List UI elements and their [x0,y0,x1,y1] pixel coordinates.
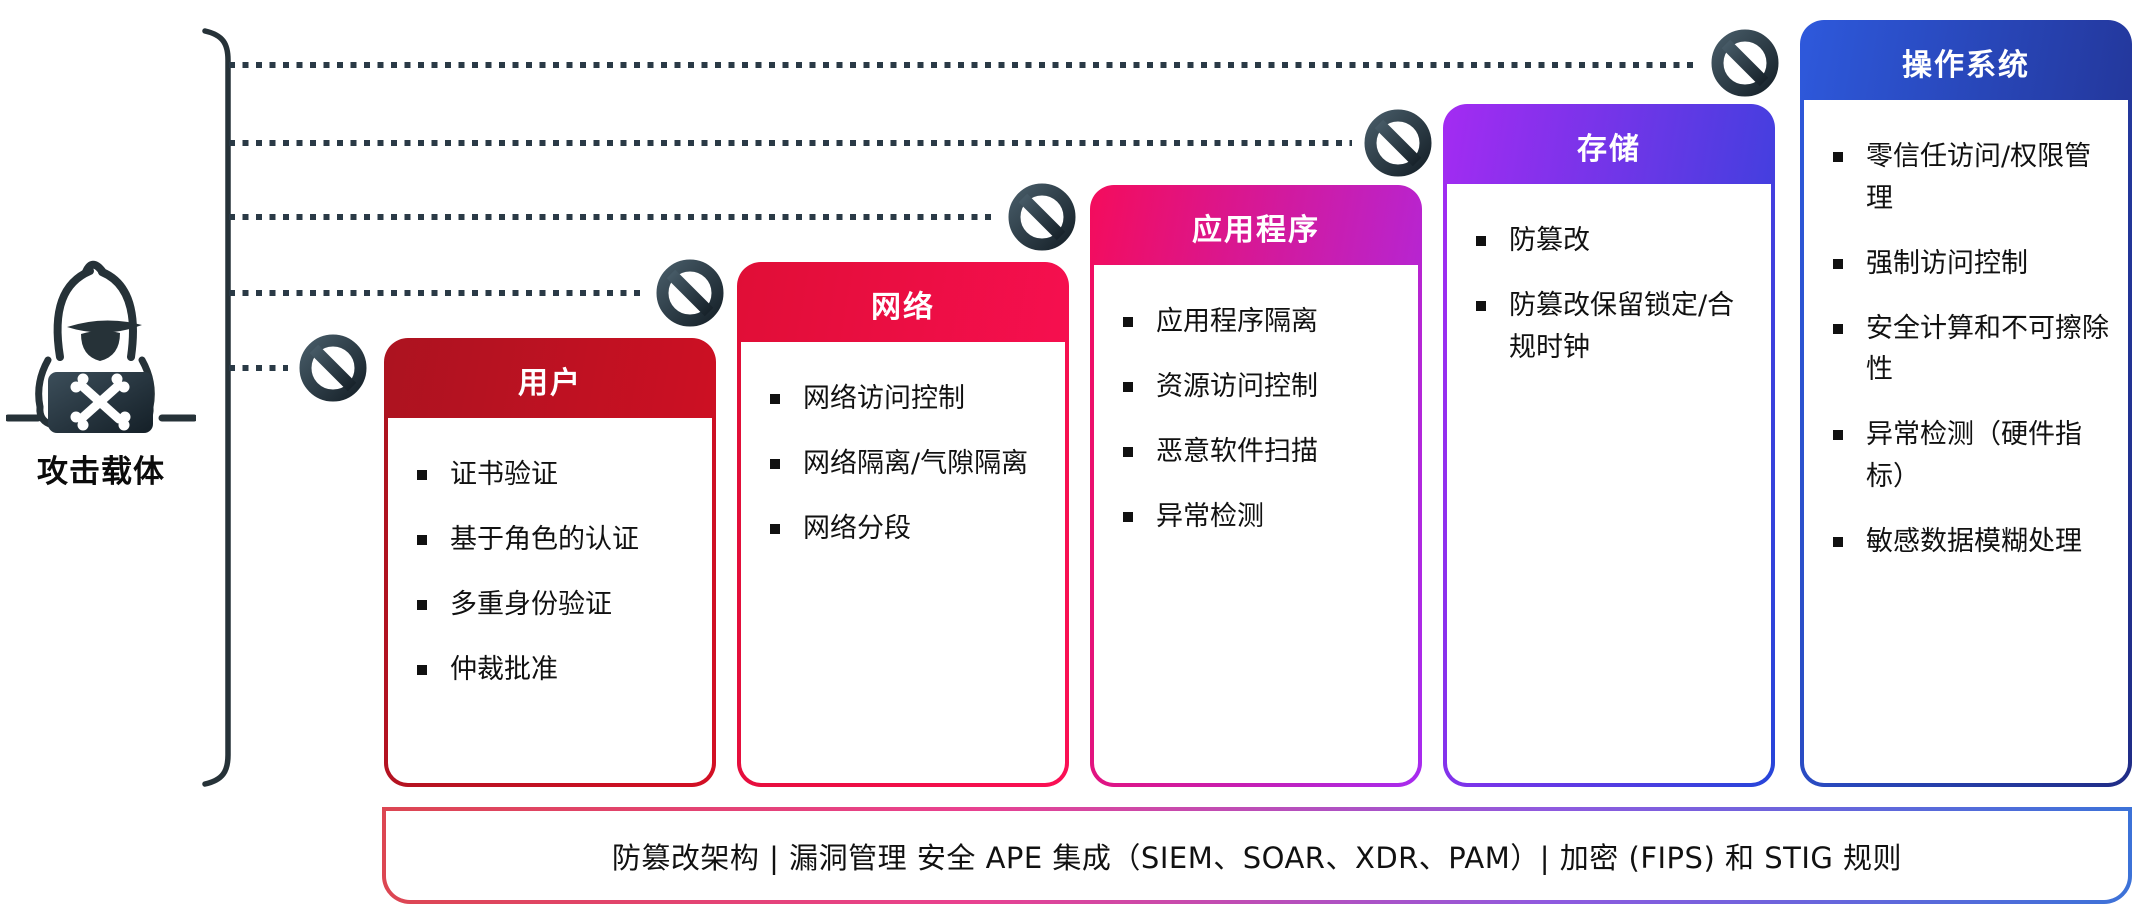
list-item: 网络分段 [767,508,1053,550]
security-banner-text: 防篡改架构 | 漏洞管理 安全 APE 集成（SIEM、SOAR、XDR、PAM… [386,811,2128,900]
list-item: 网络隔离/气隙隔离 [767,443,1053,485]
card-storage: 存储 防篡改防篡改保留锁定/合规时钟 [1443,104,1775,787]
list-item: 安全计算和不可擦除性 [1830,308,2116,392]
list-item: 证书验证 [414,454,700,496]
attacker-icon [6,260,196,433]
card-application: 应用程序 应用程序隔离 资源访问控制 恶意软件扫描 异常检测 [1090,185,1422,787]
list-item: 防篡改保留锁定/合规时钟 [1473,285,1759,369]
list-item: 零信任访问/权限管理 [1830,136,2116,220]
card-os-body: 零信任访问/权限管理强制访问控制安全计算和不可擦除性 异常检测（硬件指标） 敏感数据… [1804,100,2128,783]
prohibition-icon-application [1008,183,1076,251]
list-item: 敏感数据模糊处理 [1830,521,2116,563]
card-storage-body: 防篡改防篡改保留锁定/合规时钟 [1447,184,1771,783]
card-os: 操作系统 零信任访问/权限管理强制访问控制安全计算和不可擦除性 异常检测（硬件指标… [1800,20,2132,787]
card-application-body: 应用程序隔离 资源访问控制 恶意软件扫描 异常检测 [1094,265,1418,783]
card-user-body: 证书验证基于角色的认证 多重身份验证 仲裁批准 [388,418,712,783]
list-item: 基于角色的认证 [414,519,700,561]
list-item: 应用程序隔离 [1120,301,1406,343]
card-network-item-list: 网络访问控制 网络隔离/气隙隔离 网络分段 [767,378,1053,550]
card-os-item-list: 零信任访问/权限管理强制访问控制安全计算和不可擦除性 异常检测（硬件指标） 敏感数据… [1830,136,2116,563]
card-network-body: 网络访问控制 网络隔离/气隙隔离 网络分段 [741,342,1065,783]
list-item: 异常检测（硬件指标） [1830,414,2116,498]
card-storage-item-list: 防篡改防篡改保留锁定/合规时钟 [1473,220,1759,369]
prohibition-icon-os [1711,29,1779,97]
prohibition-icon-network [656,259,724,327]
card-network-title: 网络 [871,290,935,325]
list-item: 网络访问控制 [767,378,1053,420]
prohibition-icon-storage [1364,109,1432,177]
prohibition-icon-user [299,334,367,402]
card-user-item-list: 证书验证基于角色的认证 多重身份验证 仲裁批准 [414,454,700,690]
card-storage-title: 存储 [1577,132,1641,167]
card-user-title: 用户 [518,366,582,401]
list-item: 仲裁批准 [414,649,700,691]
card-network: 网络 网络访问控制 网络隔离/气隙隔离 网络分段 [737,262,1069,787]
list-item: 多重身份验证 [414,584,700,626]
attack-bracket [202,28,231,787]
list-item: 强制访问控制 [1830,243,2116,285]
list-item: 异常检测 [1120,496,1406,538]
list-item: 防篡改 [1473,220,1759,262]
security-banner: 防篡改架构 | 漏洞管理 安全 APE 集成（SIEM、SOAR、XDR、PAM… [382,807,2132,904]
card-application-title: 应用程序 [1192,213,1320,248]
list-item: 资源访问控制 [1120,366,1406,408]
attacker-label: 攻击载体 [37,454,165,490]
card-application-item-list: 应用程序隔离 资源访问控制 恶意软件扫描 异常检测 [1120,301,1406,537]
card-user: 用户 证书验证基于角色的认证 多重身份验证 仲裁批准 [384,338,716,787]
card-os-title: 操作系统 [1902,48,2030,83]
list-item: 恶意软件扫描 [1120,431,1406,473]
